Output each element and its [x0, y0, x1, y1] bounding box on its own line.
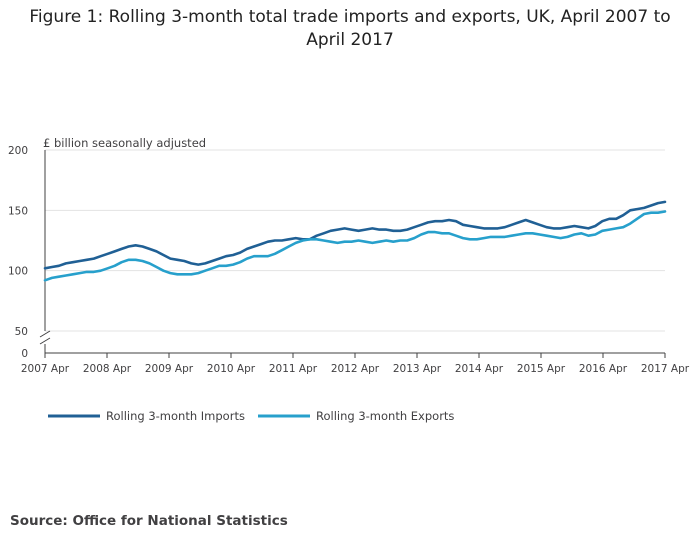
legend-label-imports: Rolling 3-month Imports — [106, 409, 245, 423]
legend-label-exports: Rolling 3-month Exports — [316, 409, 454, 423]
axis-break-mark — [39, 330, 51, 345]
y-axis-ticks: 200 150 100 50 0 — [8, 145, 28, 360]
x-tick-label: 2012 Apr — [331, 363, 380, 375]
legend: Rolling 3-month Imports Rolling 3-month E… — [48, 409, 454, 423]
x-tick-label: 2010 Apr — [207, 363, 256, 375]
x-tick-label: 2009 Apr — [145, 363, 194, 375]
x-tick-label: 2016 Apr — [579, 363, 628, 375]
chart-title-line-2: April 2017 — [306, 30, 394, 50]
y-tick-label: 200 — [8, 145, 28, 157]
x-tick-label: 2007 Apr — [21, 363, 70, 375]
series-lines — [43, 200, 667, 282]
x-tick-label: 2014 Apr — [455, 363, 504, 375]
y-tick-label: 0 — [21, 348, 28, 360]
y-tick-label: 100 — [8, 266, 28, 278]
y-tick-label: 50 — [15, 326, 28, 338]
y-tick-label: 150 — [8, 205, 28, 217]
x-tick-label: 2011 Apr — [269, 363, 318, 375]
series-line-imports — [43, 200, 667, 270]
x-tick-label: 2015 Apr — [517, 363, 566, 375]
series-line-exports — [43, 210, 667, 282]
x-axis: 2007 Apr 2008 Apr 2009 Apr 2010 Apr 2011 Apr… — [21, 150, 690, 375]
x-tick-label: 2017 Apr — [641, 363, 690, 375]
chart-title-line-1: Figure 1: Rolling 3-month total trade im… — [29, 7, 671, 27]
gridlines — [45, 149, 665, 332]
chart-title: Figure 1: Rolling 3-month total trade im… — [0, 6, 700, 52]
x-tick-label: 2013 Apr — [393, 363, 442, 375]
x-tick-label: 2008 Apr — [83, 363, 132, 375]
y-axis-label: £ billion seasonally adjusted — [43, 136, 206, 150]
source-note: Source: Office for National Statistics — [10, 513, 288, 529]
